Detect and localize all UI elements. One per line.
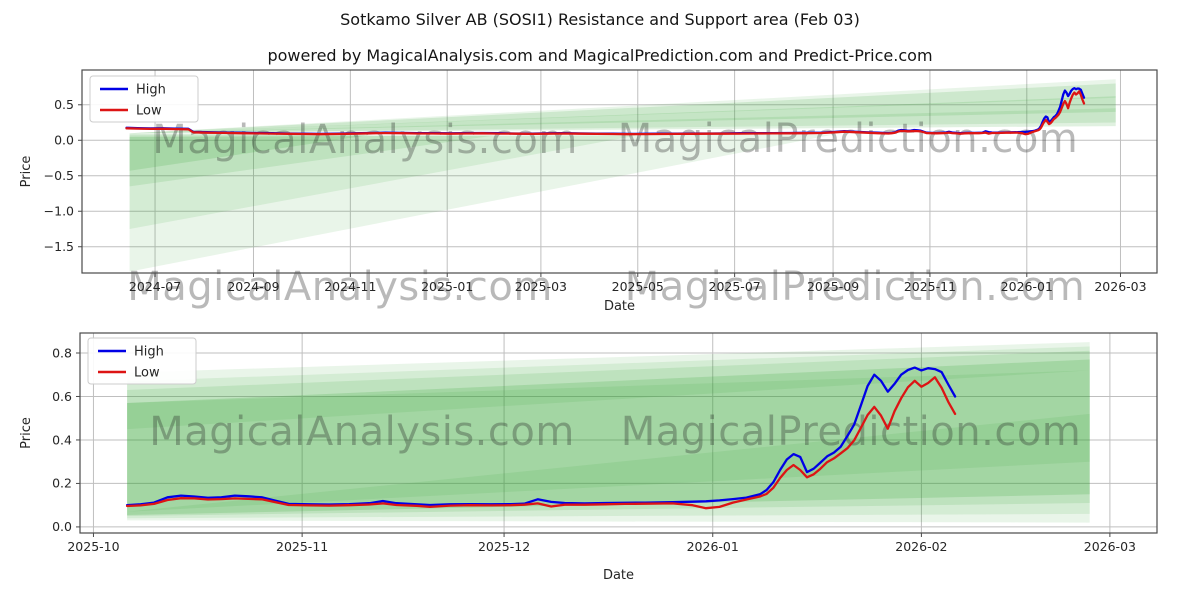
tick-marks xyxy=(76,352,1111,537)
x-tick-label: 2025-05 xyxy=(612,279,664,294)
legend-label-low: Low xyxy=(136,104,162,119)
y-tick-label: 0.8 xyxy=(52,345,72,360)
y-tick-label: −0.5 xyxy=(44,168,74,183)
watermark-layer: MagicalAnalysis.com MagicalPrediction.com xyxy=(149,409,1081,455)
y-tick-label: 0.6 xyxy=(52,389,72,404)
axes-spines xyxy=(79,332,1158,534)
fan-polygon xyxy=(129,135,638,229)
high-line xyxy=(125,366,957,507)
legend-label-high: High xyxy=(134,345,164,360)
x-tick-label: 2026-03 xyxy=(1094,279,1146,294)
x-tick-label: 2026-02 xyxy=(895,539,947,554)
x-tick-label: 2025-01 xyxy=(421,279,473,294)
legend-label-high: High xyxy=(136,83,166,98)
chart-title: Sotkamo Silver AB (SOSI1) Resistance and… xyxy=(340,10,860,29)
fan-polygon xyxy=(127,350,1090,516)
y-tick-label: 0.0 xyxy=(54,133,74,148)
y-tick-label: 0.0 xyxy=(52,519,72,534)
x-tick-label: 2025-03 xyxy=(515,279,567,294)
y-axis-label: Price xyxy=(19,156,34,188)
y-axis-label: Price xyxy=(19,417,34,449)
grid-lines xyxy=(82,70,1157,273)
chart-subtitle: powered by MagicalAnalysis.com and Magic… xyxy=(267,46,933,65)
x-tick-label: 2025-07 xyxy=(709,279,761,294)
fan-polygon xyxy=(129,96,1116,134)
x-axis-label: Date xyxy=(603,568,634,583)
fan-polygon xyxy=(127,359,1090,515)
legend-label-low: Low xyxy=(134,366,160,381)
watermark-text: MagicalAnalysis.com xyxy=(149,409,575,455)
x-tick-label: 2024-09 xyxy=(227,279,279,294)
grid-lines xyxy=(80,333,1157,533)
fan-polygon xyxy=(127,342,1090,523)
fan-polygon xyxy=(129,134,497,187)
watermark-text: MagicalPrediction.com xyxy=(625,264,1086,310)
tick-labels: 2025-10 2025-11 2025-12 2026-01 2026-02 2026-… xyxy=(52,345,1136,554)
fan-polygon xyxy=(127,346,1090,519)
watermark-text: MagicalAnalysis.com xyxy=(152,117,578,163)
fan-polygon xyxy=(129,83,1116,134)
x-tick-label: 2025-09 xyxy=(807,279,859,294)
y-tick-label: −1.5 xyxy=(44,239,74,254)
x-tick-label: 2025-12 xyxy=(478,539,530,554)
x-axis-label: Date xyxy=(604,299,635,314)
fan-polygon xyxy=(129,79,1116,134)
tick-marks xyxy=(78,104,1121,277)
legend: High Low xyxy=(89,75,199,123)
legend: High Low xyxy=(87,337,197,385)
low-line xyxy=(125,376,957,510)
axes-spines xyxy=(81,69,1158,274)
fan-polygon xyxy=(129,134,834,272)
y-tick-label: 0.2 xyxy=(52,476,72,491)
fan-polygon xyxy=(129,133,373,171)
x-tick-label: 2025-10 xyxy=(67,539,119,554)
y-tick-label: −1.0 xyxy=(44,204,74,219)
x-tick-label: 2025-11 xyxy=(276,539,328,554)
x-tick-label: 2024-11 xyxy=(324,279,376,294)
watermark-text: MagicalPrediction.com xyxy=(618,116,1079,162)
y-tick-label: 0.5 xyxy=(54,97,74,112)
x-tick-label: 2025-11 xyxy=(904,279,956,294)
x-tick-label: 2026-01 xyxy=(1001,279,1053,294)
support-resistance-fan xyxy=(127,342,1090,523)
top-chart: MagicalAnalysis.com MagicalPrediction.com… xyxy=(19,69,1158,314)
bottom-chart: MagicalAnalysis.com MagicalPrediction.com… xyxy=(19,332,1158,583)
watermark-text: MagicalAnalysis.com xyxy=(127,264,553,310)
x-tick-label: 2026-03 xyxy=(1084,539,1136,554)
support-resistance-fan xyxy=(129,79,1116,272)
x-tick-label: 2024-07 xyxy=(129,279,181,294)
low-line xyxy=(125,90,1086,136)
watermark-layer: MagicalAnalysis.com MagicalPrediction.com… xyxy=(127,116,1085,310)
x-tick-label: 2026-01 xyxy=(687,539,739,554)
tick-labels: 2024-07 2024-09 2024-11 2025-01 2025-03 2025-… xyxy=(44,97,1147,294)
fan-polygon xyxy=(129,108,1116,134)
plot-background xyxy=(82,70,1157,273)
y-tick-label: 0.4 xyxy=(52,432,72,447)
